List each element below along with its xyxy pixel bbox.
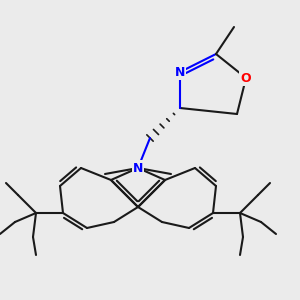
Text: O: O bbox=[241, 71, 251, 85]
Text: N: N bbox=[133, 161, 143, 175]
Text: N: N bbox=[175, 65, 185, 79]
